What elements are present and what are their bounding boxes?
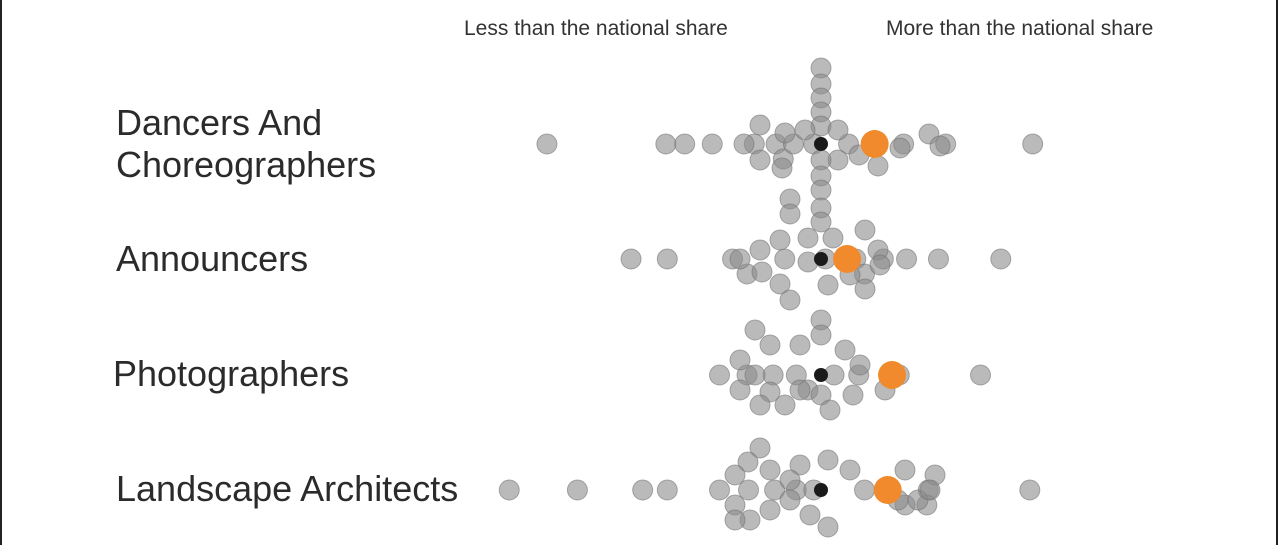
- metro-dot: [889, 137, 911, 159]
- metro-dot: [819, 399, 841, 421]
- metro-dot: [774, 122, 796, 144]
- metro-dot: [817, 449, 839, 471]
- metro-dot: [779, 489, 801, 511]
- metro-dot: [1022, 133, 1044, 155]
- metro-dot: [729, 248, 751, 270]
- metro-dot: [990, 248, 1012, 270]
- row-label-announcers: Announcers: [116, 238, 309, 279]
- metro-dot: [827, 119, 849, 141]
- metro-dot: [771, 157, 793, 179]
- metro-dot: [774, 248, 796, 270]
- metro-dot: [737, 451, 759, 473]
- metro-dot: [498, 479, 520, 501]
- metro-dot: [810, 179, 832, 201]
- metro-dot: [733, 133, 755, 155]
- metro-dot: [724, 464, 746, 486]
- national-share-dot: [814, 252, 828, 266]
- metro-dot: [779, 203, 801, 225]
- more-than-national-header: More than the national share: [886, 17, 1154, 40]
- metro-dot: [709, 479, 730, 501]
- metro-dot: [738, 479, 759, 501]
- metro-dot: [655, 133, 677, 155]
- metro-dot: [749, 394, 771, 416]
- metro-dot: [744, 319, 766, 341]
- metro-dot: [929, 135, 951, 157]
- row-label-landscape-architects: Landscape Architects: [116, 468, 459, 509]
- metro-dot: [810, 324, 832, 346]
- highlighted-metro-dot: [860, 130, 889, 158]
- metro-dot: [794, 119, 816, 141]
- metro-dot: [849, 354, 871, 376]
- metro-dot: [709, 364, 730, 386]
- metro-dot: [759, 334, 781, 356]
- metro-dot: [536, 133, 558, 155]
- metro-dot: [779, 469, 801, 491]
- metro-dot: [749, 149, 771, 171]
- metro-dot: [854, 479, 875, 501]
- metro-dot: [867, 155, 889, 177]
- metro-dot: [724, 509, 746, 531]
- metro-dot: [620, 248, 642, 270]
- metro-dot: [749, 437, 771, 459]
- metro-dot: [674, 133, 696, 155]
- metro-dot: [729, 349, 751, 371]
- metro-dot: [839, 459, 861, 481]
- metro-dot: [769, 229, 791, 251]
- metro-dot: [701, 133, 723, 155]
- metro-dot: [970, 364, 991, 386]
- metro-dot: [759, 459, 781, 481]
- national-share-dot: [814, 137, 828, 151]
- metro-dot: [749, 239, 771, 261]
- metro-dot: [822, 227, 844, 249]
- metro-dot: [927, 248, 949, 270]
- metro-dot: [764, 479, 786, 501]
- metro-dot: [656, 248, 678, 270]
- metro-dot: [1019, 479, 1041, 501]
- metro-dot: [751, 261, 773, 283]
- metro-dot: [919, 479, 941, 501]
- less-than-national-header: Less than the national share: [464, 17, 728, 40]
- metro-dot: [799, 504, 821, 526]
- highlighted-metro-dot: [878, 361, 907, 389]
- metro-dot: [789, 379, 811, 401]
- metro-dot: [759, 499, 781, 521]
- metro-dot: [789, 454, 811, 476]
- row-label-photographers: Photographers: [113, 353, 350, 394]
- metro-dot: [854, 278, 876, 300]
- metro-dot: [894, 459, 916, 481]
- swarm-row-2: [709, 364, 991, 401]
- metro-dot: [896, 248, 918, 270]
- highlighted-metro-dot: [833, 245, 862, 273]
- row-label-dancers: Dancers And Choreographers: [116, 102, 377, 185]
- metro-dot: [789, 334, 811, 356]
- metro-dot: [817, 274, 839, 296]
- metro-dot: [632, 479, 654, 501]
- highlighted-metro-dot: [873, 476, 902, 504]
- metro-dot: [779, 289, 801, 311]
- national-share-dot: [814, 483, 828, 497]
- metro-dot: [834, 339, 856, 361]
- metro-dot: [749, 114, 771, 136]
- metro-dot: [869, 254, 891, 276]
- metro-dot: [854, 219, 876, 241]
- national-share-dot: [814, 368, 828, 382]
- metro-dot: [729, 379, 751, 401]
- metro-dot: [769, 273, 791, 295]
- metro-dot: [842, 384, 864, 406]
- metro-dot: [566, 479, 588, 501]
- metro-dot: [817, 516, 839, 538]
- metro-dot: [656, 479, 678, 501]
- metro-dot: [774, 394, 796, 416]
- metro-dot: [810, 211, 832, 233]
- metro-dot: [797, 227, 819, 249]
- metro-dot: [744, 364, 766, 386]
